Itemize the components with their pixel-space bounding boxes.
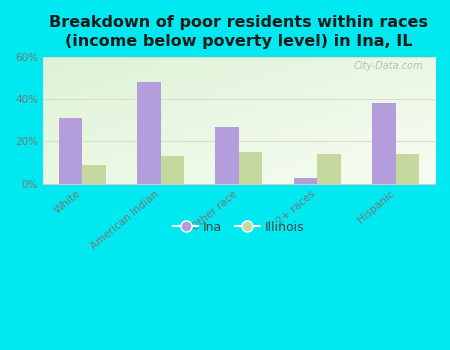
Bar <box>396 154 419 184</box>
Legend: Ina, Illinois: Ina, Illinois <box>168 216 310 239</box>
Bar <box>372 103 396 184</box>
Bar <box>137 82 161 184</box>
Bar <box>161 156 184 184</box>
Bar <box>58 118 82 184</box>
Bar <box>216 127 239 184</box>
Text: City-Data.com: City-Data.com <box>354 61 423 71</box>
Bar <box>294 177 317 184</box>
Bar <box>239 152 262 184</box>
Title: Breakdown of poor residents within races
(income below poverty level) in Ina, IL: Breakdown of poor residents within races… <box>50 15 428 49</box>
Bar <box>317 154 341 184</box>
Bar <box>82 165 106 184</box>
